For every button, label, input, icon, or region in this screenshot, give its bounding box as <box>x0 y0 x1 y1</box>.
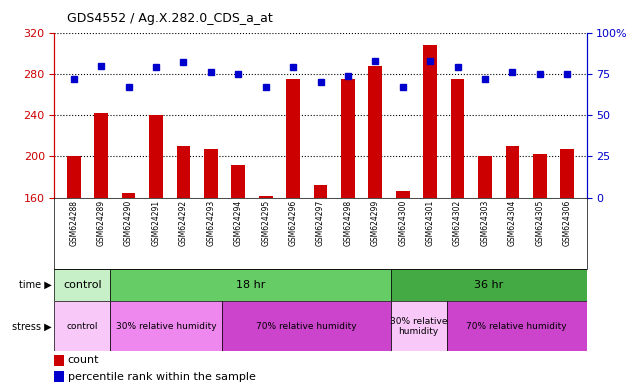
Bar <box>204 149 218 198</box>
Bar <box>390 269 587 301</box>
Bar <box>390 301 447 351</box>
Text: GSM624301: GSM624301 <box>426 200 435 246</box>
Text: control: control <box>63 280 102 290</box>
Bar <box>506 146 519 198</box>
Bar <box>451 79 465 198</box>
Bar <box>287 79 300 198</box>
Text: percentile rank within the sample: percentile rank within the sample <box>68 372 256 382</box>
Bar <box>54 269 110 301</box>
Text: time ▶: time ▶ <box>19 280 51 290</box>
Text: GSM624305: GSM624305 <box>535 200 544 246</box>
Text: 30% relative
humidity: 30% relative humidity <box>390 317 447 336</box>
Text: GSM624290: GSM624290 <box>124 200 133 246</box>
Bar <box>110 301 222 351</box>
Bar <box>447 301 587 351</box>
Bar <box>94 113 108 198</box>
Text: 70% relative humidity: 70% relative humidity <box>256 322 357 331</box>
Text: 18 hr: 18 hr <box>236 280 265 290</box>
Text: GDS4552 / Ag.X.282.0_CDS_a_at: GDS4552 / Ag.X.282.0_CDS_a_at <box>67 12 273 25</box>
Text: 30% relative humidity: 30% relative humidity <box>116 322 217 331</box>
Text: stress ▶: stress ▶ <box>12 321 51 331</box>
Bar <box>259 196 272 198</box>
Bar <box>341 79 354 198</box>
Bar <box>533 154 547 198</box>
Text: GSM624303: GSM624303 <box>481 200 490 246</box>
Text: GSM624288: GSM624288 <box>69 200 78 246</box>
Bar <box>231 165 245 198</box>
Text: GSM624300: GSM624300 <box>398 200 407 246</box>
Text: GSM624289: GSM624289 <box>97 200 106 246</box>
Text: GSM624306: GSM624306 <box>563 200 572 246</box>
Text: GSM624294: GSM624294 <box>234 200 243 246</box>
Text: GSM624295: GSM624295 <box>261 200 270 246</box>
Text: count: count <box>68 356 99 366</box>
Bar <box>54 371 64 382</box>
Bar <box>122 193 135 198</box>
Text: GSM624302: GSM624302 <box>453 200 462 246</box>
Bar <box>396 190 410 198</box>
Bar <box>369 66 382 198</box>
Text: GSM624293: GSM624293 <box>206 200 215 246</box>
Text: 36 hr: 36 hr <box>474 280 503 290</box>
Bar <box>313 185 328 198</box>
Text: GSM624292: GSM624292 <box>179 200 188 246</box>
Bar <box>110 269 390 301</box>
Bar <box>176 146 190 198</box>
Text: GSM624304: GSM624304 <box>508 200 517 246</box>
Text: GSM624296: GSM624296 <box>288 200 297 246</box>
Bar <box>67 157 81 198</box>
Bar <box>149 115 163 198</box>
Text: GSM624299: GSM624299 <box>371 200 380 246</box>
Bar <box>478 157 492 198</box>
Text: GSM624298: GSM624298 <box>344 200 353 246</box>
Text: GSM624297: GSM624297 <box>316 200 325 246</box>
Text: control: control <box>67 322 98 331</box>
Bar <box>423 45 437 198</box>
Bar <box>560 149 574 198</box>
Bar <box>54 301 110 351</box>
Text: GSM624291: GSM624291 <box>151 200 160 246</box>
Bar <box>222 301 390 351</box>
Text: 70% relative humidity: 70% relative humidity <box>466 322 567 331</box>
Bar <box>54 355 64 366</box>
